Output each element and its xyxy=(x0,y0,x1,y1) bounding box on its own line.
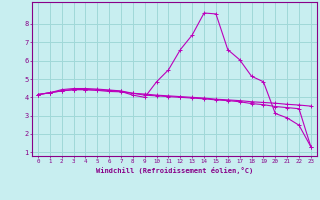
X-axis label: Windchill (Refroidissement éolien,°C): Windchill (Refroidissement éolien,°C) xyxy=(96,167,253,174)
